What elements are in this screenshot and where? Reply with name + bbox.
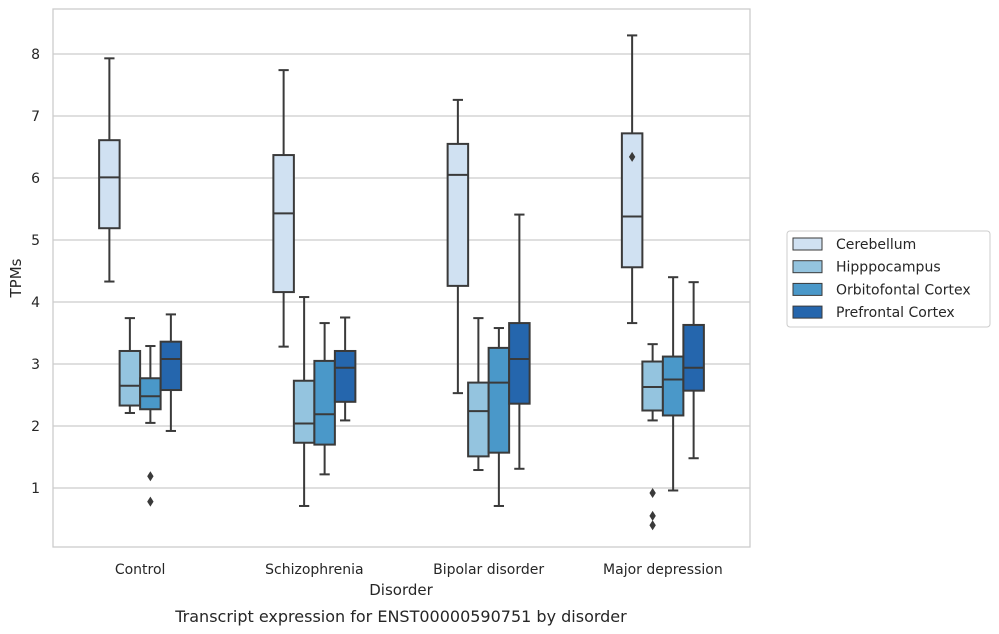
y-tick-label: 7 bbox=[31, 109, 40, 125]
box-body bbox=[682, 323, 705, 392]
box-body bbox=[661, 355, 685, 417]
box-body bbox=[159, 340, 183, 392]
box-body bbox=[139, 377, 162, 411]
y-axis-label: TPMs bbox=[7, 258, 25, 298]
box-orbitofontal-cortex bbox=[487, 327, 511, 507]
outlier-point bbox=[147, 496, 154, 507]
box-prefrontal-cortex bbox=[508, 213, 531, 470]
legend-label: Prefrontal Cortex bbox=[836, 305, 955, 321]
box-body bbox=[292, 379, 316, 444]
grid-layer bbox=[53, 53, 750, 489]
y-tick-label: 5 bbox=[31, 233, 40, 249]
box-hipppocampus bbox=[467, 317, 490, 472]
box-prefrontal-cortex bbox=[682, 281, 705, 460]
outlier-point bbox=[147, 471, 154, 482]
legend-swatch bbox=[792, 237, 823, 251]
box-body bbox=[313, 359, 336, 446]
y-tick-label: 6 bbox=[31, 171, 40, 187]
y-tick-labels: 1 2 3 4 5 6 7 8 bbox=[31, 47, 40, 497]
box-body bbox=[118, 349, 142, 407]
box-cerebellum bbox=[620, 34, 644, 325]
x-tick-label: Schizophrenia bbox=[265, 562, 363, 578]
box-body bbox=[620, 132, 644, 269]
y-tick-label: 2 bbox=[31, 419, 40, 435]
box-body bbox=[508, 322, 531, 405]
x-tick-label: Control bbox=[115, 562, 166, 578]
y-tick-label: 4 bbox=[31, 295, 40, 311]
y-tick-label: 8 bbox=[31, 47, 40, 63]
box-body bbox=[446, 142, 470, 287]
x-axis-label: Disorder bbox=[369, 581, 433, 599]
outlier-point bbox=[649, 510, 656, 521]
outlier-point bbox=[649, 520, 656, 531]
box-prefrontal-cortex bbox=[159, 313, 183, 432]
box-orbitofontal-cortex bbox=[313, 322, 336, 476]
legend-label: Cerebellum bbox=[836, 237, 916, 253]
legend-swatch bbox=[792, 305, 823, 319]
box-orbitofontal-cortex bbox=[661, 276, 685, 492]
y-tick-label: 3 bbox=[31, 357, 40, 373]
plot-frame bbox=[52, 8, 751, 548]
legend: Cerebellum Hipppocampus Orbitofontal Corte… bbox=[786, 230, 991, 328]
outlier-point bbox=[649, 487, 656, 498]
legend-swatch bbox=[792, 260, 823, 274]
outlier-point bbox=[628, 151, 636, 162]
box-cerebellum bbox=[446, 98, 470, 395]
box-cerebellum bbox=[98, 57, 121, 283]
box-hipppocampus bbox=[641, 343, 664, 531]
box-layer bbox=[98, 34, 705, 531]
box-body bbox=[467, 381, 490, 458]
box-body bbox=[333, 349, 357, 403]
x-tick-labels: Control Schizophrenia Bipolar disorder Majo… bbox=[115, 562, 723, 578]
legend-label: Hipppocampus bbox=[836, 260, 941, 276]
legend-frame bbox=[786, 230, 991, 328]
box-orbitofontal-cortex bbox=[139, 345, 162, 507]
box-hipppocampus bbox=[118, 317, 142, 414]
x-tick-label: Major depression bbox=[603, 562, 723, 578]
box-body bbox=[487, 346, 511, 454]
y-tick-label: 1 bbox=[31, 481, 40, 497]
box-body bbox=[272, 154, 295, 294]
x-tick-label: Bipolar disorder bbox=[433, 562, 544, 578]
legend-swatch bbox=[792, 282, 823, 296]
box-body bbox=[98, 139, 121, 230]
legend-label: Orbitofontal Cortex bbox=[836, 282, 971, 298]
chart-caption: Transcript expression for ENST0000059075… bbox=[174, 607, 627, 626]
box-cerebellum bbox=[272, 69, 295, 348]
box-prefrontal-cortex bbox=[333, 316, 357, 422]
box-hipppocampus bbox=[292, 296, 316, 507]
